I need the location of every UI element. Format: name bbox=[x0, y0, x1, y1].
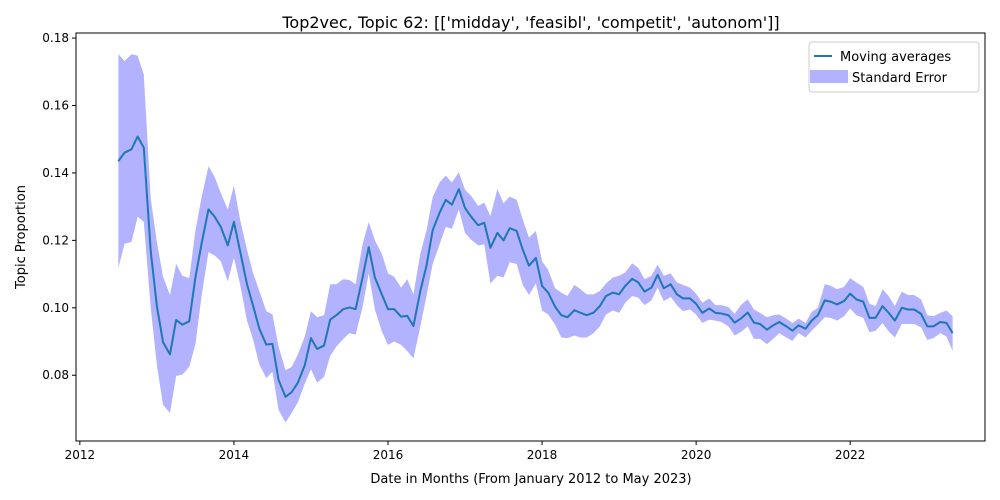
legend-label-moving-averages: Moving averages bbox=[840, 50, 951, 65]
x-axis-ticks: 2012 2014 2016 2018 2020 2022 bbox=[65, 441, 866, 462]
moving-average-line bbox=[117, 135, 954, 398]
legend: Moving averages Standard Error bbox=[808, 41, 980, 93]
y-tick-label: 0.14 bbox=[42, 166, 69, 180]
x-tick-label: 2014 bbox=[219, 448, 250, 462]
y-tick-label: 0.10 bbox=[42, 301, 69, 315]
legend-label-standard-error: Standard Error bbox=[852, 71, 948, 86]
axes-frame bbox=[75, 32, 986, 442]
y-tick-label: 0.18 bbox=[42, 31, 69, 45]
x-tick-label: 2012 bbox=[65, 448, 96, 462]
x-tick-label: 2022 bbox=[835, 448, 866, 462]
chart-title: Top2vec, Topic 62: [['midday', 'feasibl'… bbox=[281, 13, 779, 32]
legend-box bbox=[808, 41, 980, 93]
moving-average-line-layer bbox=[117, 135, 954, 398]
standard-error-band-layer bbox=[118, 54, 953, 423]
y-tick-label: 0.12 bbox=[42, 233, 69, 247]
y-tick-label: 0.16 bbox=[42, 98, 69, 112]
legend-band-swatch bbox=[810, 70, 848, 83]
x-tick-label: 2020 bbox=[681, 448, 712, 462]
x-axis-label: Date in Months (From January 2012 to May… bbox=[370, 472, 691, 487]
x-tick-label: 2016 bbox=[373, 448, 404, 462]
y-tick-label: 0.08 bbox=[42, 368, 69, 382]
standard-error-band bbox=[118, 54, 953, 423]
x-tick-label: 2018 bbox=[527, 448, 558, 462]
y-axis-ticks: 0.08 0.10 0.12 0.14 0.16 0.18 bbox=[42, 31, 76, 382]
y-axis-label: Topic Proportion bbox=[14, 185, 29, 290]
